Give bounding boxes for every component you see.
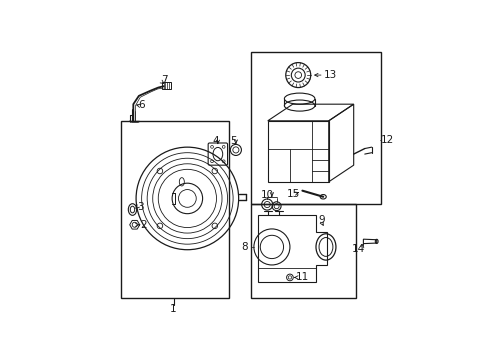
Bar: [121, 121, 229, 298]
Text: 9: 9: [318, 215, 325, 225]
Text: 7: 7: [161, 75, 168, 85]
Text: 5: 5: [231, 136, 237, 146]
Text: 10: 10: [261, 190, 274, 199]
Text: 11: 11: [296, 273, 309, 283]
Text: 15: 15: [287, 189, 300, 199]
Bar: [251, 51, 381, 204]
Text: 13: 13: [324, 70, 338, 80]
Text: 1: 1: [170, 304, 177, 314]
Text: 6: 6: [139, 100, 145, 110]
Text: 4: 4: [212, 136, 219, 146]
Text: 8: 8: [242, 242, 248, 252]
Bar: [251, 204, 356, 298]
Text: 14: 14: [352, 244, 365, 254]
Text: 3: 3: [138, 202, 144, 212]
Text: 2: 2: [140, 220, 147, 230]
Text: 12: 12: [381, 135, 394, 145]
Bar: [162, 82, 171, 89]
